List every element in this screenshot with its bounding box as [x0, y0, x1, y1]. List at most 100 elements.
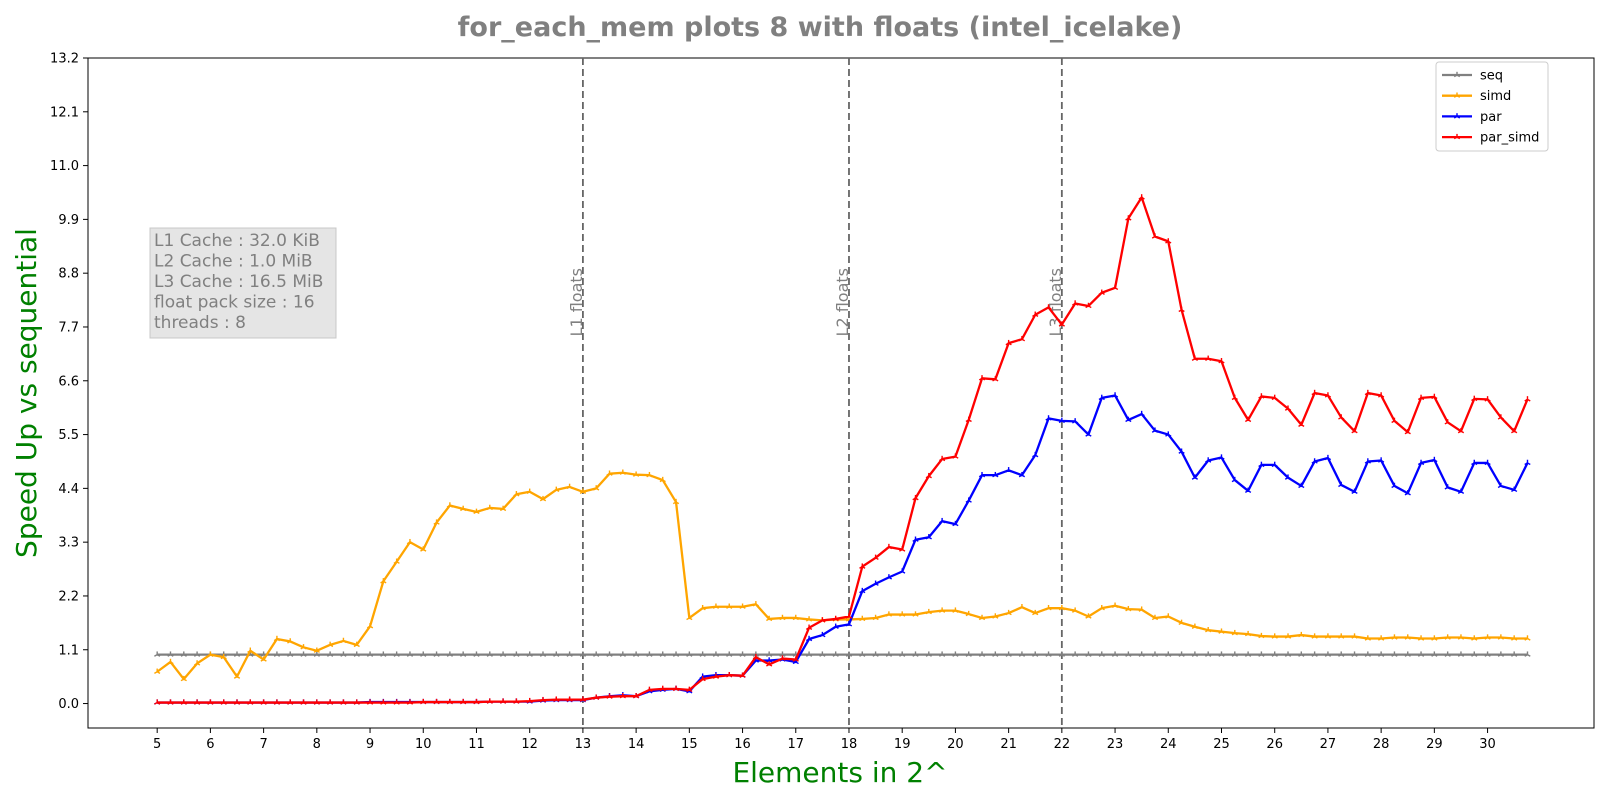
y-tick-label: 9.9: [58, 213, 79, 228]
data-point-par: [1497, 485, 1502, 489]
data-point-par_simd: [555, 699, 560, 702]
data-point-seq: [446, 654, 451, 657]
data-point-seq: [529, 654, 533, 657]
data-point-par: [955, 523, 959, 527]
x-tick-label: 6: [206, 737, 214, 752]
data-point-seq: [1048, 654, 1052, 657]
data-point-seq: [1271, 654, 1276, 657]
data-point-par_simd: [462, 701, 467, 705]
data-point-par_simd: [782, 657, 786, 661]
data-point-par_simd: [1194, 358, 1199, 361]
info-box-line: threads : 8: [154, 313, 246, 333]
data-point-par_simd: [249, 701, 254, 705]
data-point-par_simd: [516, 700, 520, 704]
data-point-par_simd: [848, 615, 853, 619]
x-tick-label: 19: [894, 737, 911, 752]
chart-title: for_each_mem plots 8 with floats (intel_…: [458, 12, 1183, 43]
data-point-seq: [193, 654, 198, 657]
data-point-seq: [1367, 654, 1371, 657]
data-point-par: [1311, 460, 1315, 464]
data-point-seq: [1473, 654, 1478, 657]
data-point-seq: [1300, 654, 1305, 657]
series-markers-seq: [154, 651, 1531, 657]
data-point-simd: [635, 474, 640, 477]
data-point-seq: [582, 654, 587, 657]
data-point-simd: [273, 638, 278, 642]
data-point-par_simd: [1048, 306, 1052, 310]
y-tick-label: 5.5: [58, 428, 79, 443]
data-point-simd: [1340, 635, 1345, 639]
data-point-simd: [210, 654, 214, 657]
data-point-simd: [728, 606, 733, 609]
data-point-seq: [236, 654, 241, 657]
data-point-seq: [1487, 654, 1491, 657]
info-box-line: L1 Cache : 32.0 KiB: [154, 231, 320, 251]
data-point-seq: [1457, 654, 1462, 657]
data-point-simd: [672, 501, 677, 505]
data-point-par_simd: [1404, 431, 1409, 435]
data-point-par_simd: [366, 701, 371, 705]
data-point-seq: [566, 654, 570, 657]
y-tick-label: 4.4: [58, 482, 79, 497]
data-point-par_simd: [539, 699, 544, 703]
data-point-simd: [220, 656, 225, 660]
data-point-seq: [1088, 654, 1092, 657]
data-point-seq: [1061, 654, 1065, 657]
data-point-simd: [529, 491, 533, 494]
legend-marker: [1453, 136, 1458, 140]
data-point-seq: [1258, 654, 1262, 657]
data-point-par: [1340, 484, 1345, 488]
data-point-par_simd: [1394, 420, 1398, 424]
data-point-seq: [1484, 654, 1488, 657]
data-point-seq: [303, 654, 307, 657]
info-box-line: L2 Cache : 1.0 MiB: [154, 252, 313, 272]
data-point-par_simd: [1128, 217, 1132, 221]
data-point-seq: [1032, 654, 1036, 657]
legend-label: simd: [1480, 89, 1511, 104]
data-point-par_simd: [885, 546, 890, 550]
data-point-seq: [1364, 654, 1369, 657]
data-point-par: [1460, 491, 1465, 494]
data-point-par: [1008, 469, 1012, 473]
data-point-par_simd: [316, 701, 320, 705]
data-point-par_simd: [1287, 408, 1292, 411]
data-point-par_simd: [473, 701, 477, 705]
legend-marker: [1456, 95, 1461, 98]
data-point-seq: [366, 654, 371, 657]
data-point-par_simd: [768, 663, 773, 667]
data-point-par: [1471, 462, 1475, 466]
data-point-par: [1444, 486, 1449, 490]
data-point-par: [1327, 457, 1332, 461]
data-point-seq: [1154, 654, 1159, 657]
data-point-par_simd: [832, 618, 837, 622]
x-tick-label: 13: [575, 737, 592, 752]
data-point-par: [968, 499, 972, 503]
data-point-par_simd: [1311, 392, 1315, 396]
data-point-simd: [422, 548, 427, 552]
data-point-par: [835, 626, 839, 629]
data-point-simd: [1378, 637, 1382, 641]
data-point-seq: [1034, 654, 1039, 657]
data-point-par_simd: [1154, 235, 1159, 239]
data-point-par: [1287, 476, 1292, 480]
data-point-seq: [1380, 654, 1385, 657]
data-point-par_simd: [994, 378, 999, 382]
x-tick-label: 26: [1266, 737, 1283, 752]
data-point-simd: [247, 650, 251, 653]
data-point-seq: [183, 654, 187, 657]
data-point-simd: [901, 613, 906, 617]
data-point-simd: [180, 678, 185, 682]
data-point-seq: [553, 654, 557, 657]
data-point-par: [832, 626, 837, 629]
data-point-seq: [872, 654, 876, 657]
data-point-par_simd: [569, 699, 573, 702]
data-point-par_simd: [1417, 397, 1422, 401]
data-point-simd: [1527, 637, 1531, 641]
legend-entry-simd: simd: [1442, 89, 1511, 104]
data-point-par_simd: [1314, 392, 1318, 396]
data-point-par_simd: [845, 615, 850, 619]
data-point-simd: [499, 508, 504, 512]
data-point-seq: [300, 654, 304, 657]
data-point-simd: [382, 580, 387, 584]
